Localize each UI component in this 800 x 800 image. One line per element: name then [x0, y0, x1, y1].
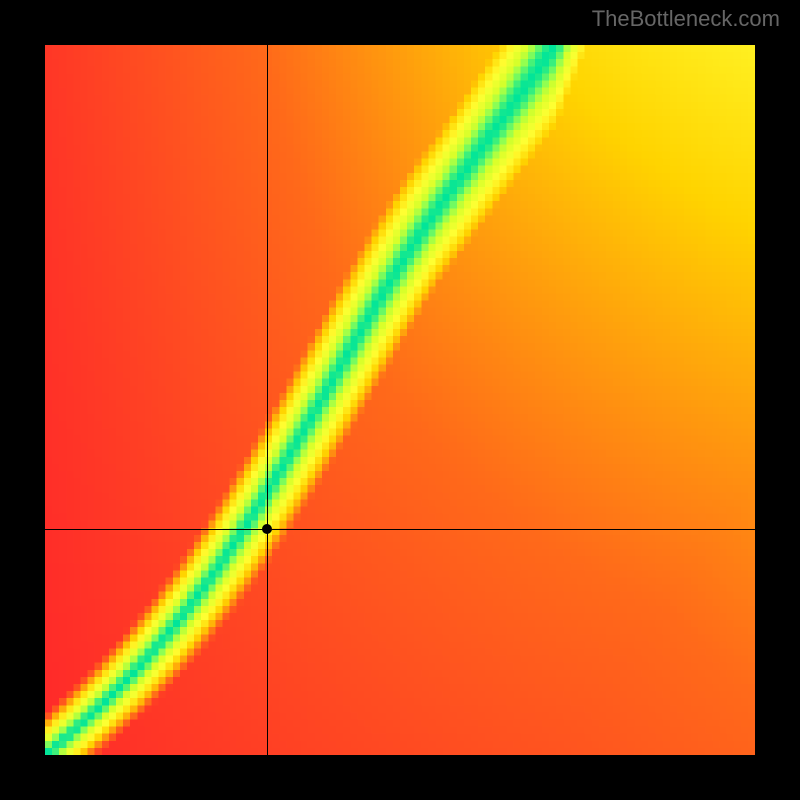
crosshair-horizontal — [45, 529, 755, 530]
heatmap-canvas — [45, 45, 755, 755]
bottleneck-heatmap — [45, 45, 755, 755]
crosshair-marker — [262, 524, 272, 534]
crosshair-vertical — [267, 45, 268, 755]
watermark-text: TheBottleneck.com — [592, 6, 780, 32]
